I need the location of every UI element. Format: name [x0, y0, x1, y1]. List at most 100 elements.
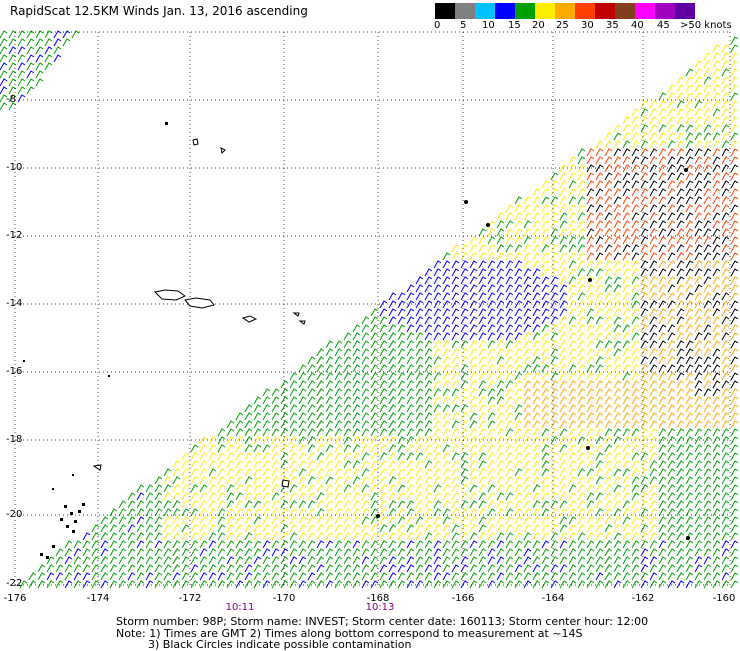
wind-barb	[613, 252, 622, 261]
wind-barb	[622, 196, 631, 205]
wind-barb	[433, 476, 442, 485]
wind-barb	[352, 476, 361, 485]
wind-barb	[649, 444, 658, 453]
wind-barb	[433, 468, 442, 477]
wind-barb	[721, 164, 730, 173]
wind-barb	[685, 460, 694, 469]
wind-barb	[721, 244, 730, 253]
wind-barb	[541, 508, 550, 517]
wind-barb	[316, 428, 325, 437]
wind-barb	[685, 84, 694, 93]
wind-barb	[388, 460, 397, 469]
wind-barb	[550, 236, 559, 245]
wind-barb	[289, 420, 298, 429]
wind-barb	[136, 556, 145, 565]
wind-barb	[550, 228, 559, 237]
wind-barb	[370, 460, 379, 469]
wind-barb	[541, 500, 550, 509]
wind-barb	[559, 420, 568, 429]
wind-barb	[676, 452, 685, 461]
wind-barb	[334, 340, 343, 349]
wind-barb	[496, 228, 505, 237]
wind-barb	[406, 300, 415, 309]
wind-barb	[145, 532, 154, 541]
wind-barb	[424, 532, 433, 541]
wind-barb	[451, 388, 460, 397]
wind-barb	[568, 348, 577, 357]
wind-barb	[424, 268, 433, 277]
wind-barb	[487, 532, 496, 541]
wind-barb	[721, 180, 730, 189]
wind-barb	[469, 492, 478, 501]
wind-barb	[613, 524, 622, 533]
wind-barb	[442, 348, 451, 357]
wind-barb	[289, 548, 298, 557]
wind-barb	[496, 260, 505, 269]
wind-barb	[442, 508, 451, 517]
wind-barb	[127, 564, 136, 573]
wind-barb	[82, 532, 91, 541]
wind-barb	[649, 356, 658, 365]
wind-barb	[424, 292, 433, 301]
wind-barb	[469, 468, 478, 477]
wind-barb	[361, 500, 370, 509]
wind-barb	[253, 444, 262, 453]
wind-barb	[631, 500, 640, 509]
wind-barb	[190, 468, 199, 477]
wind-barb	[487, 252, 496, 261]
wind-barb	[235, 476, 244, 485]
color-swatch	[495, 3, 515, 19]
wind-barb	[658, 236, 667, 245]
wind-barb	[361, 332, 370, 341]
wind-barb	[343, 492, 352, 501]
wind-barb	[577, 396, 586, 405]
wind-barb	[649, 220, 658, 229]
wind-barb	[649, 412, 658, 421]
wind-barb	[478, 404, 487, 413]
wind-barb	[604, 460, 613, 469]
wind-barb	[613, 332, 622, 341]
wind-barb	[415, 284, 424, 293]
wind-barb	[649, 396, 658, 405]
wind-barb	[685, 100, 694, 109]
wind-barb	[712, 204, 721, 213]
wind-barb	[514, 476, 523, 485]
wind-barb	[559, 564, 568, 573]
wind-barb	[73, 572, 82, 581]
wind-barb	[640, 428, 649, 437]
wind-barb	[415, 572, 424, 581]
wind-barb	[622, 484, 631, 493]
wind-barb	[370, 492, 379, 501]
wind-barb	[505, 332, 514, 341]
wind-barb	[568, 308, 577, 317]
wind-barb	[298, 380, 307, 389]
wind-barb	[424, 428, 433, 437]
wind-barb	[235, 524, 244, 533]
wind-barb	[640, 252, 649, 261]
wind-barb	[235, 540, 244, 549]
wind-barb	[622, 452, 631, 461]
wind-barb	[532, 340, 541, 349]
wind-barb	[352, 404, 361, 413]
wind-barb	[136, 508, 145, 517]
wind-barb	[640, 580, 649, 589]
wind-barb	[721, 132, 730, 141]
wind-barb	[577, 356, 586, 365]
wind-barb	[487, 484, 496, 493]
wind-barb	[676, 204, 685, 213]
wind-barb	[685, 340, 694, 349]
wind-barb	[613, 484, 622, 493]
lon-label: -164	[541, 593, 565, 604]
wind-barb	[397, 300, 406, 309]
wind-barb	[82, 572, 91, 581]
time-label: 10:13	[365, 602, 395, 613]
wind-barb	[595, 172, 604, 181]
wind-barb	[433, 292, 442, 301]
wind-barb	[397, 540, 406, 549]
wind-barb	[730, 44, 739, 53]
wind-barb	[136, 492, 145, 501]
wind-barb	[397, 492, 406, 501]
wind-barb	[712, 388, 721, 397]
wind-barb	[307, 372, 316, 381]
wind-barb	[415, 444, 424, 453]
